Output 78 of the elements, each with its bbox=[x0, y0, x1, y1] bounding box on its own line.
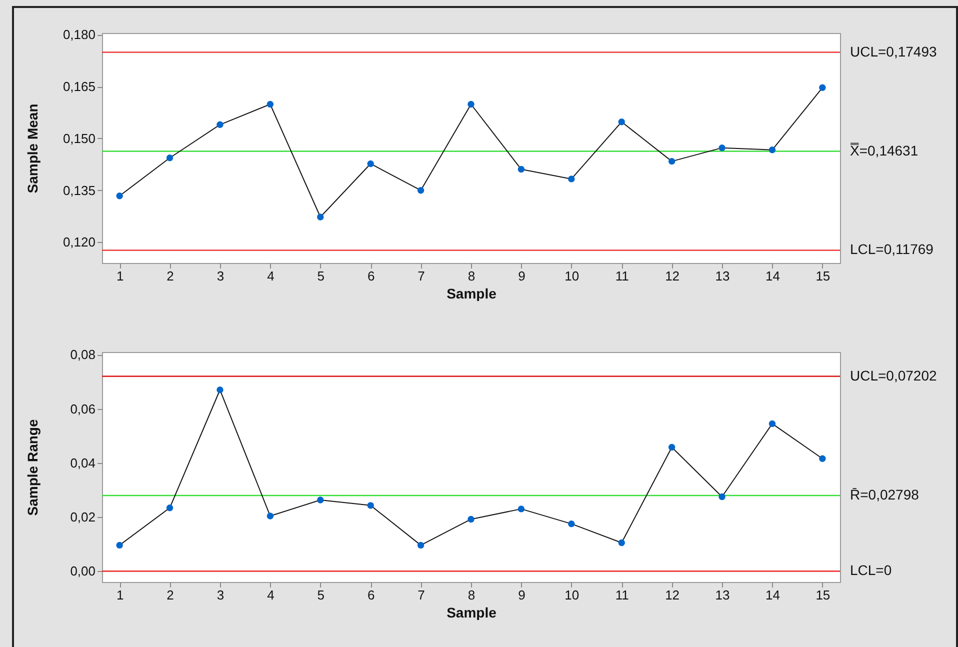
y-tick-label: 0,180 bbox=[62, 27, 96, 42]
x-tick-label: 9 bbox=[518, 588, 526, 602]
y-tick-label: 0,165 bbox=[62, 79, 96, 94]
point bbox=[266, 512, 274, 520]
x-tick-label: 8 bbox=[468, 268, 476, 284]
y-tick-label: 0,120 bbox=[62, 234, 96, 250]
x-tick-label: 13 bbox=[715, 268, 730, 284]
point bbox=[718, 493, 726, 500]
point bbox=[116, 192, 123, 200]
point bbox=[266, 100, 274, 108]
point bbox=[819, 455, 826, 462]
x-tick-label: 15 bbox=[816, 588, 830, 602]
y-tick-label: 0,08 bbox=[70, 347, 96, 362]
point bbox=[116, 542, 123, 549]
ref-line-label: LCL=0 bbox=[850, 562, 892, 578]
x-tick-label: 7 bbox=[418, 268, 425, 284]
point bbox=[468, 516, 474, 523]
point bbox=[216, 386, 224, 394]
x-tick-label: 12 bbox=[665, 588, 680, 602]
x-tick-label: 4 bbox=[267, 588, 274, 602]
point bbox=[568, 176, 575, 182]
y-tick-label: 0,02 bbox=[70, 510, 96, 525]
point bbox=[367, 502, 374, 509]
x-tick-label: 5 bbox=[317, 268, 325, 284]
point bbox=[518, 506, 525, 512]
ref-line-label: X̿=0,14631 bbox=[850, 142, 918, 158]
point bbox=[568, 520, 575, 528]
x-tick-label: 11 bbox=[615, 588, 629, 602]
x-tick-label: 10 bbox=[564, 268, 580, 284]
ref-line-label: UCL=0,17493 bbox=[850, 43, 938, 60]
x-tick-label: 3 bbox=[216, 588, 224, 602]
point bbox=[668, 158, 676, 165]
x-tick-label: 2 bbox=[166, 588, 174, 602]
ref-line-label: LCL=0,11769 bbox=[850, 241, 934, 258]
point bbox=[317, 496, 324, 504]
x-tick-label: 5 bbox=[317, 588, 325, 602]
x-tick-label: 1 bbox=[116, 268, 124, 284]
x-tick-label: 9 bbox=[518, 268, 526, 284]
x-tick-label: 14 bbox=[765, 268, 780, 284]
point bbox=[718, 144, 726, 152]
x-tick-label: 14 bbox=[765, 588, 780, 602]
y-tick-label: 0,135 bbox=[62, 182, 96, 198]
point bbox=[367, 160, 374, 168]
x-tick-label: 1 bbox=[116, 588, 124, 602]
point bbox=[819, 84, 826, 91]
point bbox=[668, 444, 676, 451]
y-axis-title: Sample Mean bbox=[24, 104, 40, 194]
y-axis-title: Sample Range bbox=[24, 419, 40, 516]
x-tick-label: 15 bbox=[816, 268, 830, 284]
x-tick-label: 6 bbox=[367, 588, 375, 602]
x-tick-label: 2 bbox=[166, 268, 174, 284]
x-tick-label: 11 bbox=[615, 268, 629, 284]
point bbox=[468, 100, 474, 108]
point bbox=[317, 214, 324, 220]
y-tick-label: 0,00 bbox=[70, 564, 96, 579]
point bbox=[166, 504, 174, 512]
x-tick-label: 3 bbox=[216, 268, 224, 284]
x-tick-label: 12 bbox=[665, 268, 680, 284]
point bbox=[216, 121, 224, 128]
point bbox=[768, 146, 776, 154]
point bbox=[618, 539, 625, 546]
y-tick-label: 0,04 bbox=[70, 455, 96, 470]
point bbox=[768, 420, 776, 428]
x-tick-label: 6 bbox=[367, 268, 375, 284]
point bbox=[618, 118, 625, 126]
x-tick-label: 10 bbox=[564, 588, 580, 602]
point bbox=[166, 154, 174, 162]
point bbox=[417, 187, 424, 194]
x-tick-label: 7 bbox=[418, 588, 425, 602]
ref-line-label: UCL=0,07202 bbox=[850, 367, 938, 384]
x-tick-label: 4 bbox=[267, 268, 274, 284]
x-tick-label: 13 bbox=[715, 588, 730, 602]
x-tick-label: 8 bbox=[468, 588, 476, 602]
ref-line-label: R̄=0,02798 bbox=[850, 486, 920, 502]
point bbox=[417, 542, 424, 549]
point bbox=[518, 166, 525, 173]
y-tick-label: 0,150 bbox=[62, 130, 96, 146]
y-tick-label: 0,06 bbox=[70, 401, 96, 416]
